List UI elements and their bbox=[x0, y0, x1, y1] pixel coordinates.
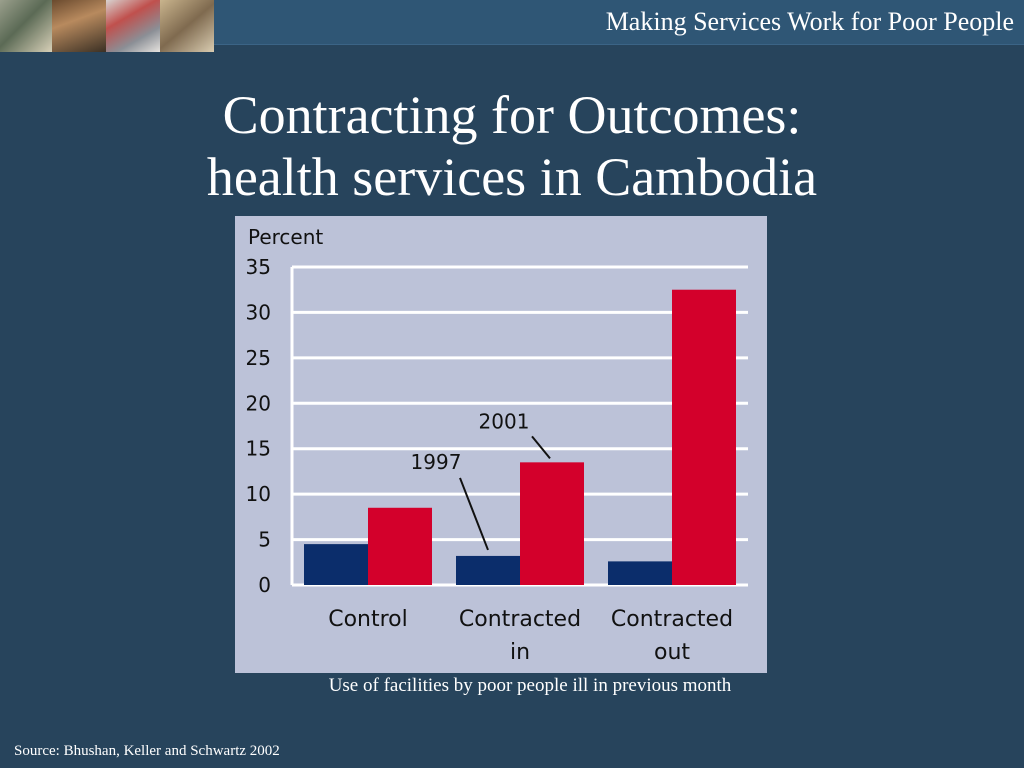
x-tick-label: Contracted bbox=[611, 607, 733, 632]
annotation-label: 1997 bbox=[411, 450, 462, 474]
bar-1997 bbox=[456, 555, 520, 585]
photo-strip-image bbox=[106, 0, 160, 52]
y-tick-label: 20 bbox=[246, 391, 271, 415]
bar-2001 bbox=[520, 462, 584, 585]
y-tick-label: 30 bbox=[246, 300, 271, 324]
y-tick-label: 0 bbox=[258, 573, 271, 597]
annotation-leader bbox=[459, 477, 489, 551]
y-tick-label: 10 bbox=[246, 482, 271, 506]
annotation-label: 2001 bbox=[479, 409, 530, 433]
y-tick-label: 5 bbox=[258, 528, 271, 552]
x-tick-label: Control bbox=[328, 607, 408, 632]
y-tick-label: 15 bbox=[246, 437, 271, 461]
bar-chart: Percent 0 5 10 15 20 25 30 35 Control Contracted in… bbox=[246, 225, 748, 665]
photo-strip-image bbox=[0, 0, 52, 52]
slide-title-line-1: Contracting for Outcomes: bbox=[222, 85, 802, 145]
y-tick-label: 35 bbox=[246, 255, 271, 279]
chart-caption: Use of facilities by poor people ill in … bbox=[328, 675, 732, 696]
slide-title-line-2: health services in Cambodia bbox=[206, 147, 818, 207]
y-tick-label: 25 bbox=[246, 346, 271, 370]
source-note: Source: Bhushan, Keller and Schwartz 200… bbox=[14, 743, 280, 759]
slide-title: Contracting for Outcomes: health service… bbox=[0, 84, 1024, 208]
x-tick-label: in bbox=[510, 640, 530, 665]
bar-2001 bbox=[672, 289, 736, 585]
bar-1997 bbox=[608, 561, 672, 585]
chart-panel: Percent 0 5 10 15 20 25 30 35 Control Contracted in… bbox=[235, 216, 767, 673]
bar-2001 bbox=[368, 507, 432, 585]
photo-strip bbox=[0, 0, 214, 52]
x-tick-label: out bbox=[654, 640, 690, 665]
bar-1997 bbox=[304, 544, 368, 585]
header-title: Making Services Work for Poor People bbox=[605, 7, 1014, 36]
photo-strip-image bbox=[160, 0, 214, 52]
header-bar: Making Services Work for Poor People bbox=[0, 0, 1024, 52]
x-tick-label: Contracted bbox=[459, 607, 581, 632]
photo-strip-image bbox=[52, 0, 106, 52]
annotation-leader bbox=[531, 435, 551, 459]
y-axis-label: Percent bbox=[248, 225, 323, 249]
